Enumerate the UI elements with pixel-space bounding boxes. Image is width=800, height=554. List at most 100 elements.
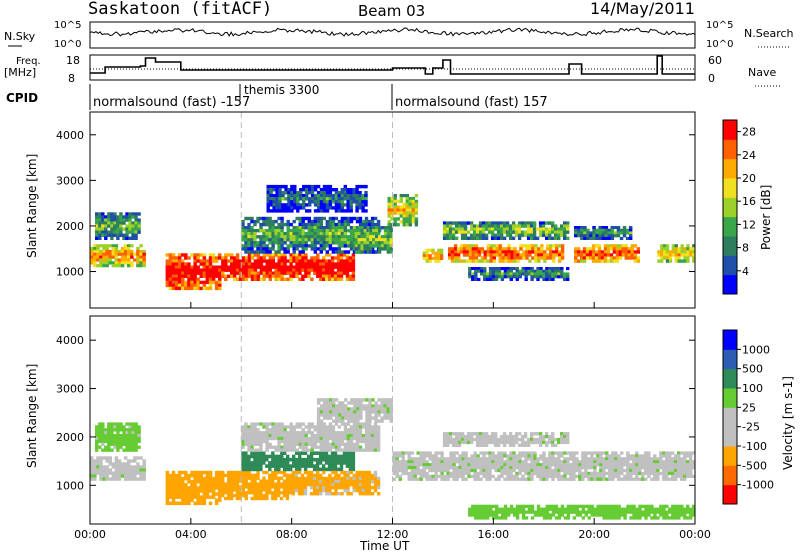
data-cell xyxy=(473,474,477,478)
data-cell xyxy=(609,256,614,260)
data-cell xyxy=(512,474,516,478)
data-cell xyxy=(354,238,358,242)
data-cell xyxy=(355,184,359,189)
data-cell xyxy=(372,229,376,233)
data-cell xyxy=(387,205,391,209)
data-cell xyxy=(301,238,305,242)
data-cell xyxy=(262,434,266,438)
data-cell xyxy=(370,479,375,484)
data-cell xyxy=(408,208,412,212)
data-cell xyxy=(122,218,126,222)
data-cell xyxy=(334,439,339,444)
data-cell xyxy=(277,271,281,275)
data-cell xyxy=(551,471,555,476)
data-cell xyxy=(657,250,661,254)
data-cell xyxy=(218,271,222,275)
data-cell xyxy=(499,227,504,231)
data-cell xyxy=(96,456,100,460)
data-cell xyxy=(602,474,606,478)
data-cell xyxy=(134,227,138,231)
data-cell xyxy=(184,492,188,496)
data-cell xyxy=(253,271,258,275)
data-cell xyxy=(506,474,510,478)
data-cell xyxy=(292,454,296,459)
data-cell xyxy=(483,267,487,271)
data-cell xyxy=(262,250,266,254)
data-cell xyxy=(480,259,485,263)
data-cell xyxy=(274,235,278,239)
data-cell xyxy=(372,235,376,239)
data-cell xyxy=(310,238,314,242)
data-cell xyxy=(376,232,381,236)
data-cell xyxy=(497,451,501,455)
data-cell xyxy=(536,269,540,273)
noise-left-label: N.Sky xyxy=(4,30,36,43)
data-cell xyxy=(517,236,522,240)
data-cell xyxy=(662,474,666,478)
data-cell xyxy=(271,473,275,477)
data-cell xyxy=(484,233,489,237)
data-cell xyxy=(617,460,621,464)
data-cell xyxy=(288,479,292,483)
data-cell xyxy=(271,457,275,462)
data-cell xyxy=(359,407,363,411)
data-cell xyxy=(319,238,323,242)
data-cell xyxy=(114,264,119,268)
data-cell xyxy=(494,477,498,481)
data-cell xyxy=(247,428,251,432)
data-cell xyxy=(244,454,248,459)
data-cell xyxy=(319,262,323,266)
data-cell xyxy=(623,457,627,461)
data-cell xyxy=(280,454,284,459)
data-cell xyxy=(125,434,129,438)
data-cell xyxy=(448,233,453,237)
data-cell xyxy=(313,222,317,227)
data-cell xyxy=(437,251,441,255)
data-cell xyxy=(316,262,320,266)
data-cell xyxy=(114,459,119,463)
data-cell xyxy=(259,451,263,455)
data-cell xyxy=(286,439,290,444)
data-cell xyxy=(262,488,266,492)
data-cell xyxy=(211,476,216,481)
data-cell xyxy=(450,259,455,263)
data-cell xyxy=(184,274,188,278)
data-cell xyxy=(393,196,397,201)
data-cell xyxy=(134,224,138,228)
data-cell xyxy=(328,253,332,257)
data-cell xyxy=(497,457,501,461)
data-cell xyxy=(269,200,273,204)
data-cell xyxy=(313,209,318,213)
data-cell xyxy=(114,465,119,469)
data-cell xyxy=(101,224,105,228)
data-cell xyxy=(594,253,599,257)
data-cell xyxy=(498,247,502,251)
data-cell xyxy=(227,479,231,483)
data-cell xyxy=(244,277,249,281)
data-cell xyxy=(331,206,336,210)
data-cell xyxy=(373,434,378,438)
data-cell xyxy=(525,250,529,254)
data-cell xyxy=(590,460,594,464)
data-cell xyxy=(490,224,495,228)
data-cell xyxy=(174,283,179,288)
data-cell xyxy=(280,259,284,263)
data-cell xyxy=(566,227,570,231)
data-cell xyxy=(463,227,468,231)
data-cell xyxy=(244,241,248,245)
data-cell xyxy=(525,244,529,248)
data-cell xyxy=(364,422,369,426)
data-cell xyxy=(291,485,296,490)
data-cell xyxy=(419,471,423,476)
data-cell xyxy=(98,224,102,228)
data-cell xyxy=(459,244,464,248)
data-cell xyxy=(345,274,350,278)
data-cell xyxy=(99,459,103,463)
data-cell xyxy=(142,465,146,469)
data-cell xyxy=(98,431,102,435)
data-cell xyxy=(250,226,254,230)
data-cell xyxy=(304,216,308,221)
data-cell xyxy=(310,244,314,248)
data-cell xyxy=(122,425,126,429)
data-cell xyxy=(407,457,411,461)
